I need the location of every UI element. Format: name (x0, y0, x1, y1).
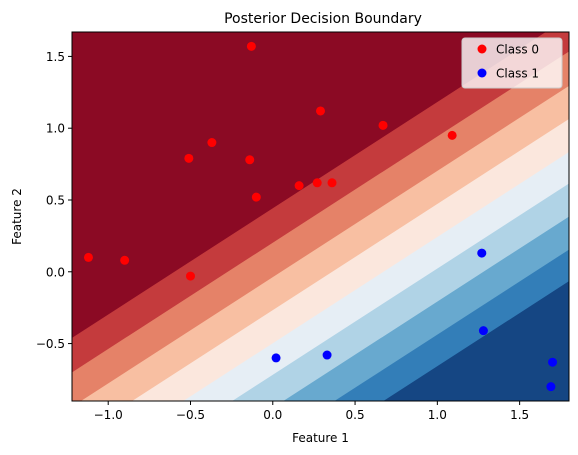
y-tick-label: 0.5 (46, 193, 65, 207)
class-0-point (83, 252, 93, 262)
legend-label-class-0: Class 0 (496, 43, 539, 57)
class-1-point (546, 382, 556, 392)
y-tick-label: −0.5 (36, 337, 65, 351)
legend: Class 0 Class 1 (461, 37, 563, 89)
class-0-point (294, 181, 304, 191)
class-0-point (120, 255, 130, 265)
x-tick-label: 0.5 (346, 408, 365, 422)
contour-band (334, 249, 569, 401)
x-tick-label: −0.5 (176, 408, 205, 422)
x-tick-label: 1.0 (428, 408, 447, 422)
y-tick-label: 1.5 (46, 50, 65, 64)
y-axis-label: Feature 2 (10, 188, 24, 245)
contour-band (132, 118, 569, 401)
x-axis-ticks: −1.0 −0.5 0.0 0.5 1.0 1.5 (94, 401, 529, 422)
class-0-point (327, 178, 337, 188)
y-axis-ticks: −0.5 0.0 0.5 1.0 1.5 (36, 50, 72, 351)
class-0-point (184, 153, 194, 163)
y-tick-label: 0.0 (46, 265, 65, 279)
class-0-point (245, 155, 255, 165)
data-points (83, 41, 558, 392)
plot-frame (71, 31, 570, 402)
x-tick-label: 0.0 (263, 408, 282, 422)
contour-band (283, 216, 569, 401)
class-0-point (378, 120, 388, 130)
chart-title: Posterior Decision Boundary (224, 11, 422, 27)
class-1-point (271, 353, 281, 363)
class-1-point (477, 248, 487, 258)
contour-band (383, 281, 569, 401)
legend-label-class-1: Class 1 (496, 67, 539, 81)
class-1-point (548, 357, 558, 367)
x-axis-label: Feature 1 (292, 431, 349, 445)
legend-marker-class-0 (477, 44, 487, 54)
class-0-point (246, 41, 256, 51)
class-0-point (312, 178, 322, 188)
class-0-point (185, 271, 195, 281)
x-tick-label: 1.5 (510, 408, 529, 422)
class-0-point (447, 130, 457, 140)
class-0-point (251, 192, 261, 202)
contour-band (183, 151, 569, 401)
class-0-point (316, 106, 325, 116)
class-1-point (322, 350, 332, 360)
contour-band (232, 183, 569, 401)
legend-marker-class-1 (477, 68, 487, 78)
x-tick-label: −1.0 (94, 408, 123, 422)
y-tick-label: 1.0 (46, 122, 65, 136)
class-0-point (207, 138, 217, 148)
class-1-point (478, 326, 488, 336)
legend-box (461, 37, 563, 89)
